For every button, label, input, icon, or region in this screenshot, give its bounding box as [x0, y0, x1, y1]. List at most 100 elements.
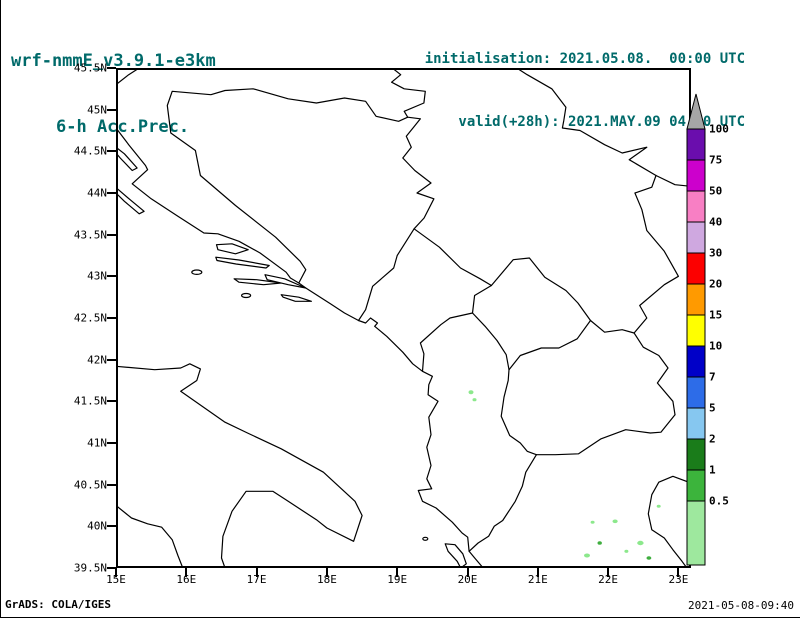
island-mljet	[280, 294, 312, 302]
precip-area	[468, 390, 474, 395]
island-kornati	[116, 188, 145, 215]
precip-area	[646, 556, 652, 560]
colorbar-level-label: 20	[709, 277, 723, 291]
colorbar-level-label: 40	[709, 215, 723, 229]
lat-tick-label: 41N	[87, 436, 107, 450]
border-albania-greece	[468, 454, 537, 552]
border-macedonia-greece	[535, 414, 676, 456]
creation-timestamp: 2021-05-08-09:40	[688, 599, 794, 612]
island-corfu	[444, 543, 467, 568]
lon-tick-mark	[185, 568, 188, 577]
lon-tick-label: 18E	[316, 573, 337, 586]
lat-tick-mark	[107, 400, 116, 403]
island-lastovo	[241, 292, 252, 299]
map-frame	[116, 68, 691, 568]
lon-tick-label: 20E	[457, 573, 478, 586]
lat-tick-label: 41.5N	[73, 394, 107, 408]
grads-credit: GrADS: COLA/IGES	[5, 598, 111, 611]
island-brac	[215, 243, 249, 255]
precip-area	[472, 398, 477, 402]
lat-tick-mark	[107, 358, 116, 361]
precip-area	[597, 541, 602, 545]
lon-tick-label: 19E	[387, 573, 408, 586]
colorbar-level-label: 15	[709, 308, 723, 322]
border-montenegro-albania	[419, 284, 492, 372]
border-slovenia-croatia	[116, 68, 140, 86]
colorbar-level-label: 75	[709, 153, 723, 167]
colorbar-level-label: 100	[709, 122, 729, 136]
lat-tick-mark	[107, 192, 116, 194]
lat-tick-label: 40N	[87, 519, 107, 533]
precip-area	[590, 520, 595, 524]
product-title: 6-h Acc.Prec.	[56, 117, 190, 137]
colorbar-segment	[686, 128, 706, 161]
header-left: wrf-nmmE_v3.9.1-e3km 6-h Acc.Prec.	[11, 6, 216, 182]
lat-tick-label: 40.5N	[73, 478, 107, 492]
precip-area	[624, 549, 629, 553]
border-serbia-macedonia	[589, 319, 635, 334]
peninsula-peljesac	[264, 274, 307, 289]
colorbar-segment	[686, 314, 706, 347]
lon-tick-mark	[396, 568, 399, 577]
colorbar-level-label: 5	[709, 401, 716, 415]
colorbar-segment	[686, 438, 706, 471]
border-serbia-bulgaria	[633, 174, 679, 334]
island-korcula	[233, 278, 282, 286]
init-time-label: initialisation: 2021.05.08. 00:00 UTC	[424, 51, 745, 67]
colorbar-level-label: 0.5	[709, 494, 729, 508]
lat-tick-mark	[107, 442, 116, 444]
lat-tick-mark	[107, 525, 116, 528]
lon-tick-mark	[255, 568, 258, 577]
colorbar-segment	[686, 345, 706, 378]
border-albania-kosovo	[471, 312, 510, 371]
colorbar-level-label: 10	[709, 339, 723, 353]
island-hvar	[215, 256, 270, 269]
lat-tick-mark	[107, 317, 116, 319]
lat-tick-label: 43.5N	[73, 228, 107, 242]
lat-tick-label: 44.5N	[73, 144, 107, 158]
border-macedonia-albania	[500, 369, 537, 456]
colorbar-level-label: 2	[709, 432, 716, 446]
colorbar-segment	[686, 500, 706, 566]
lon-tick-label: 23E	[668, 573, 689, 586]
coastline-italy-tyrrhenian	[116, 504, 184, 568]
coastline-italy-adriatic	[116, 363, 363, 568]
lon-tick-mark	[115, 568, 117, 577]
lat-tick-mark	[107, 67, 116, 69]
lat-tick-label: 44N	[87, 186, 107, 200]
border-romania-bulgaria-danube	[655, 174, 691, 187]
coastline-greece-aegean	[647, 475, 691, 568]
precip-area	[584, 553, 590, 558]
lat-tick-mark	[107, 275, 116, 278]
precip-area	[612, 519, 618, 524]
precip-area	[656, 504, 661, 508]
lat-tick-mark	[107, 567, 116, 569]
colorbar-segment	[686, 407, 706, 440]
lat-tick-mark	[107, 108, 116, 111]
lon-tick-label: 22E	[598, 573, 619, 586]
colorbar-level-label: 7	[709, 370, 716, 384]
lon-tick-label: 21E	[527, 573, 548, 586]
lon-tick-label: 16E	[176, 573, 197, 586]
lat-tick-label: 39.5N	[73, 561, 107, 575]
colorbar-segment	[686, 190, 706, 223]
lat-tick-label: 43N	[87, 269, 107, 283]
lat-tick-label: 42.5N	[73, 311, 107, 325]
lon-tick-mark	[607, 568, 610, 577]
lat-tick-mark	[107, 150, 116, 153]
border-bosnia-serbia-montenegro	[402, 116, 492, 287]
island-vis	[191, 269, 203, 276]
lon-tick-label: 17E	[246, 573, 267, 586]
lon-tick-mark	[536, 568, 539, 577]
model-title: wrf-nmmE_v3.9.1-e3km	[11, 51, 216, 71]
border-montenegro-bosnia	[357, 228, 415, 322]
border-croatia-bosnia	[166, 88, 409, 284]
border-macedonia-bulgaria	[633, 332, 676, 416]
colorbar-segment	[686, 252, 706, 285]
colorbar-segment	[686, 469, 706, 502]
coastline-balkan-adriatic	[116, 127, 484, 568]
border-kosovo-serbia	[490, 257, 592, 322]
colorbar-segment	[686, 376, 706, 409]
header-right: initialisation: 2021.05.08. 00:00 UTC va…	[425, 7, 745, 175]
